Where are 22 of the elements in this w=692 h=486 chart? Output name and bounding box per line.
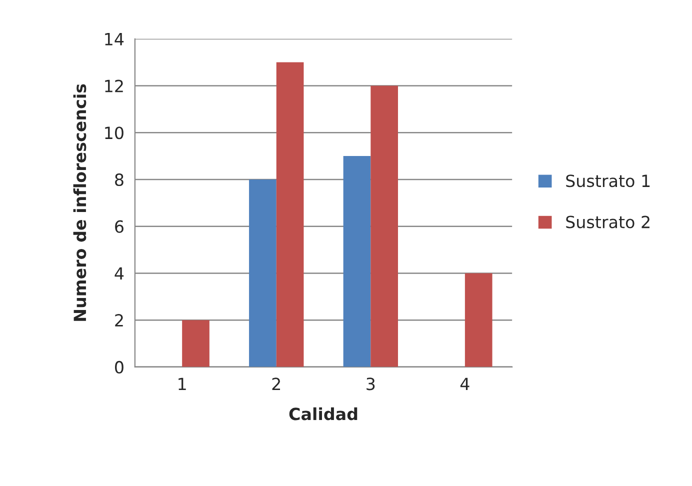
bar	[343, 156, 371, 367]
bar	[249, 179, 276, 367]
y-tick-label: 6	[115, 220, 124, 233]
legend-label: Sustrato 2	[566, 216, 650, 228]
x-tick-label: 2	[272, 378, 280, 390]
y-axis-title: Numero de inflorescencis	[73, 84, 86, 321]
x-tick-label: 4	[460, 378, 470, 390]
y-tick-label: 10	[105, 126, 124, 140]
bar	[370, 86, 398, 367]
legend-label: Sustrato 1	[566, 174, 650, 188]
y-tick-label: 4	[114, 267, 124, 280]
x-tick-label: 1	[178, 378, 186, 390]
bar	[182, 320, 210, 367]
y-tick-label: 2	[115, 314, 123, 326]
y-tick-label: 8	[115, 173, 124, 186]
y-tick-label: 12	[105, 80, 123, 92]
y-tick-label: 14	[105, 33, 124, 46]
bar	[464, 273, 492, 367]
bar	[276, 62, 304, 367]
x-tick-label: 3	[366, 378, 375, 390]
x-axis-title: Calidad	[289, 407, 358, 420]
y-tick-label: 0	[115, 360, 124, 374]
